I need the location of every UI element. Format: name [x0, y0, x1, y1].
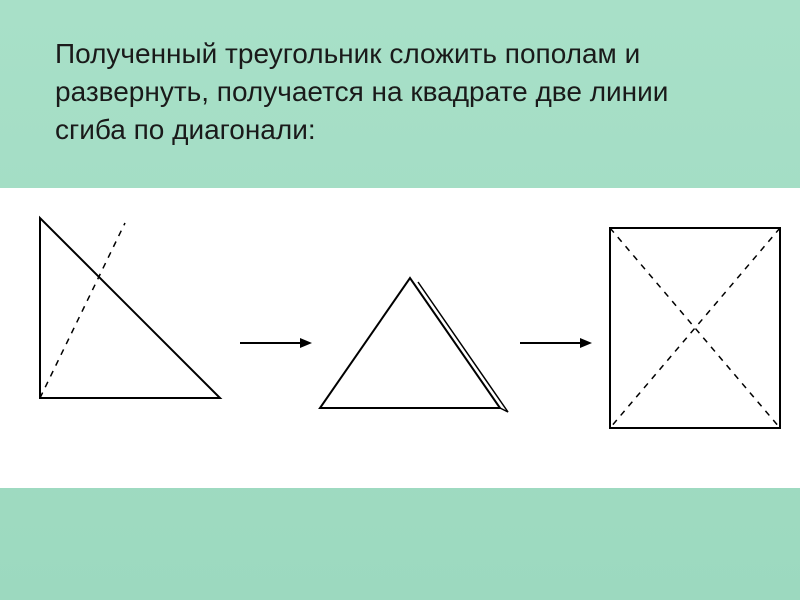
arrow2 [520, 338, 592, 348]
diagram-panel [0, 188, 800, 488]
arrow1 [240, 338, 312, 348]
instruction-content: Полученный треугольник сложить пополам и… [55, 38, 668, 145]
shape-square [610, 228, 780, 428]
instruction-text: Полученный треугольник сложить пополам и… [0, 0, 800, 168]
shape-triangle1 [40, 218, 220, 398]
shape-triangle2 [320, 278, 508, 412]
origami-diagram [0, 188, 800, 488]
